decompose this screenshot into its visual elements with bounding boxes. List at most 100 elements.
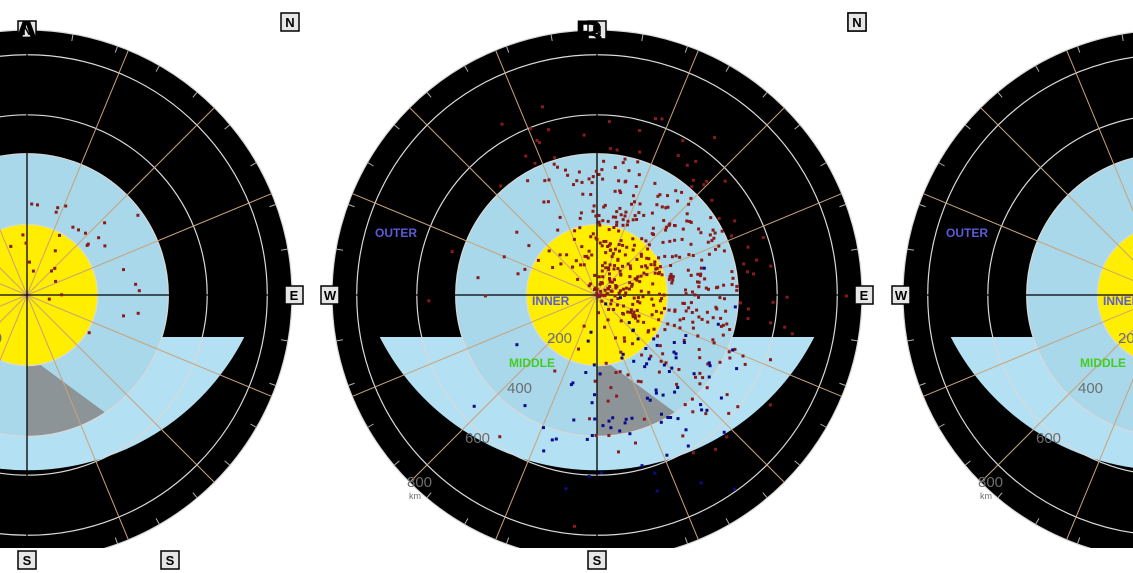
bearing-tick	[820, 162, 827, 167]
data-point	[680, 237, 684, 241]
data-point	[661, 352, 665, 356]
data-point	[660, 273, 664, 277]
data-point	[720, 229, 724, 233]
data-point	[636, 319, 640, 323]
data-point	[618, 269, 622, 273]
data-point	[587, 177, 591, 181]
data-point	[607, 308, 610, 311]
south-marker-letter: S	[593, 553, 602, 568]
data-point	[618, 206, 622, 210]
bearing-spoke	[351, 294, 598, 397]
data-point	[600, 269, 604, 273]
data-point	[604, 361, 608, 365]
data-point	[700, 317, 704, 321]
data-point	[691, 410, 695, 414]
grey-sector	[597, 355, 675, 437]
data-point	[574, 259, 578, 263]
bearing-tick	[393, 124, 400, 130]
data-point	[663, 307, 666, 310]
data-point	[573, 524, 576, 528]
data-point	[581, 192, 585, 196]
data-point	[606, 219, 610, 223]
west-marker: W	[320, 285, 340, 305]
data-point	[636, 337, 640, 341]
data-point	[617, 179, 621, 183]
data-point	[718, 296, 722, 300]
data-point	[658, 270, 661, 274]
data-point	[698, 382, 702, 386]
data-point	[623, 253, 627, 257]
data-point	[589, 193, 593, 196]
data-point	[727, 411, 731, 415]
data-point	[655, 343, 659, 347]
east-marker-letter: E	[860, 288, 869, 303]
data-point	[642, 271, 646, 275]
data-point	[632, 243, 636, 247]
data-point	[667, 370, 671, 373]
data-point	[550, 438, 554, 442]
bearing-tick	[762, 492, 768, 499]
data-point	[633, 214, 637, 218]
data-point	[769, 264, 773, 268]
data-point	[71, 225, 75, 229]
data-point	[601, 219, 605, 223]
data-point	[685, 212, 689, 216]
bearing-spoke	[26, 294, 273, 397]
data-point	[647, 290, 651, 294]
data-point	[593, 379, 597, 383]
data-point	[614, 371, 618, 374]
data-point	[590, 401, 594, 405]
panel-letter: A	[12, 13, 41, 57]
data-point	[712, 236, 716, 240]
data-point	[735, 288, 739, 292]
data-point	[670, 255, 674, 259]
data-point	[621, 223, 625, 227]
data-point	[704, 286, 708, 290]
bearing-tick	[269, 382, 277, 387]
data-point	[617, 450, 620, 454]
data-point	[674, 254, 678, 258]
data-point	[711, 338, 715, 342]
data-point	[593, 417, 597, 421]
data-point	[717, 216, 721, 220]
data-point	[673, 309, 677, 313]
data-point	[572, 237, 576, 241]
data-point	[573, 229, 577, 233]
data-point	[666, 322, 670, 326]
data-point	[24, 241, 28, 245]
data-point	[746, 270, 749, 274]
data-point	[626, 373, 630, 377]
data-point	[608, 263, 612, 267]
data-point	[612, 267, 616, 271]
south-marker-a-bottom: S	[160, 550, 180, 570]
data-point	[674, 352, 678, 356]
grey-sector	[27, 355, 105, 437]
data-point	[603, 261, 607, 265]
data-point	[617, 243, 621, 246]
data-point	[585, 254, 589, 258]
north-marker-c-top-box	[847, 12, 867, 32]
data-point	[623, 339, 627, 343]
bearing-tick	[192, 91, 198, 98]
data-point	[685, 163, 689, 167]
data-point	[631, 329, 635, 333]
data-point	[635, 257, 639, 261]
data-point	[665, 225, 668, 229]
data-point	[619, 213, 623, 217]
data-point	[669, 264, 673, 267]
bearing-tick	[906, 339, 915, 342]
bearing-tick	[224, 124, 231, 130]
data-point	[697, 285, 701, 289]
data-point	[645, 273, 649, 277]
data-point	[673, 390, 677, 394]
data-point	[614, 286, 618, 290]
south-marker-letter: S	[23, 553, 32, 568]
data-point	[613, 294, 617, 298]
data-point	[586, 339, 590, 343]
data-point	[697, 348, 701, 351]
bearing-tick	[938, 162, 945, 167]
data-point	[639, 254, 643, 258]
data-point	[646, 247, 650, 251]
data-point	[572, 183, 575, 187]
